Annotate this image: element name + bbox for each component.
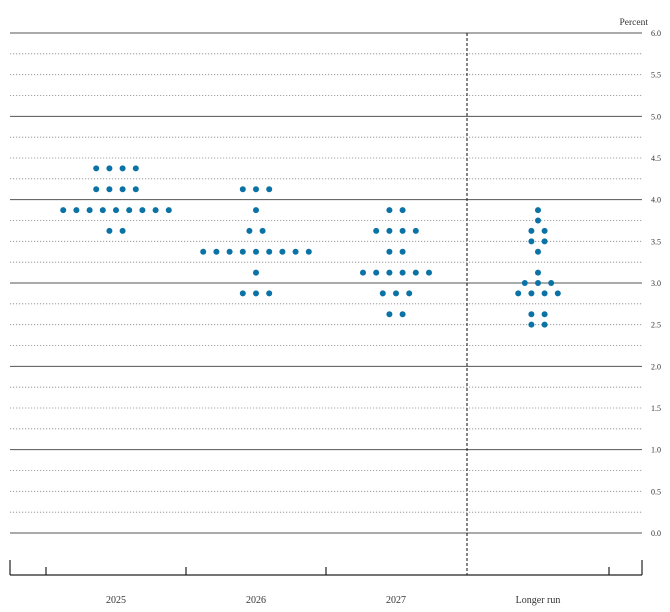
y-tick-label: 4.0 (651, 196, 661, 205)
y-tick-label: 1.0 (651, 446, 661, 455)
projection-dot (535, 248, 541, 255)
projection-dot (426, 269, 432, 276)
dots-layer (60, 165, 561, 328)
projection-dot (386, 269, 393, 276)
projection-dot (528, 321, 535, 328)
projection-dot (515, 290, 522, 297)
projection-dot (373, 269, 380, 276)
projection-dot (379, 290, 386, 297)
y-tick-label: 5.0 (651, 112, 661, 121)
projection-dot (292, 248, 299, 255)
projection-dot (528, 311, 535, 318)
projection-dot (373, 227, 380, 234)
projection-dot (93, 186, 100, 193)
projection-dot (113, 207, 119, 214)
projection-dot (253, 207, 259, 214)
projection-dot (106, 227, 113, 234)
projection-dot (535, 280, 541, 286)
projection-dot (554, 290, 561, 297)
projection-dot (386, 248, 393, 255)
y-tick-label: 3.0 (651, 279, 661, 288)
projection-dot (73, 207, 80, 214)
projection-dot (406, 290, 413, 297)
y-tick-label: 1.5 (651, 404, 661, 413)
projection-dot (86, 207, 93, 214)
projection-dot (528, 227, 535, 234)
y-tick-label: 3.5 (651, 237, 661, 246)
projection-dot (528, 238, 535, 245)
x-category-label: 2027 (386, 595, 406, 606)
projection-dot (548, 280, 555, 286)
x-category-label: Longer run (516, 595, 561, 606)
projection-dot (541, 311, 548, 318)
projection-dot (266, 248, 273, 255)
projection-dot (93, 165, 100, 172)
x-category-label: 2026 (246, 595, 266, 606)
projection-dot (200, 248, 207, 255)
projection-dot (106, 165, 113, 172)
projection-dot (152, 207, 159, 214)
projection-dot (399, 248, 406, 255)
projection-dot (99, 207, 106, 214)
projection-dot (266, 186, 273, 193)
projection-dot (412, 227, 419, 234)
y-tick-label: 2.5 (651, 321, 661, 330)
projection-dot (305, 248, 312, 255)
projection-dot (239, 186, 246, 193)
projection-dot (239, 248, 246, 255)
projection-dot (119, 186, 126, 193)
projection-dot (106, 186, 113, 193)
projection-dot (386, 227, 393, 234)
projection-dot (246, 227, 253, 234)
projection-dot (253, 248, 259, 255)
projection-dot (139, 207, 146, 214)
projection-dot (535, 207, 541, 214)
y-tick-label: 6.0 (651, 29, 661, 38)
unit-label: Percent (620, 18, 649, 28)
projection-dot (213, 248, 220, 255)
x-category-label: 2025 (106, 595, 126, 606)
projection-dot (399, 311, 406, 318)
projection-dot (399, 269, 406, 276)
projection-dot (119, 165, 126, 172)
y-tick-label: 0.0 (651, 529, 661, 538)
projection-dot (541, 290, 548, 297)
projection-dot (386, 207, 393, 214)
projection-dot (226, 248, 233, 255)
projection-dot (399, 227, 406, 234)
axis-layer: 0.0 0.5 1.0 1.5 2.0 2.5 3.0 3.5 4.0 4.5 5.0 5.5 6.0 2… (9, 29, 661, 606)
projection-dot (60, 207, 67, 214)
projection-dot (253, 290, 259, 297)
projection-dot (541, 227, 548, 234)
projection-dot (239, 290, 246, 297)
projection-dot (266, 290, 273, 297)
projection-dot (253, 269, 259, 276)
grid-layer (10, 32, 642, 534)
y-tick-label: 4.5 (651, 154, 661, 163)
projection-dot (412, 269, 419, 276)
projection-dot (528, 290, 535, 297)
projection-dot (393, 290, 399, 297)
projection-dot (126, 207, 133, 214)
y-tick-label: 5.5 (651, 71, 661, 80)
projection-dot (165, 207, 172, 214)
projection-dot (259, 227, 266, 234)
projection-dot (535, 217, 541, 224)
projection-dot (386, 311, 393, 318)
projection-dot (132, 165, 139, 172)
y-tick-label: 0.5 (651, 487, 661, 496)
projection-dot (399, 207, 406, 214)
projection-dot (535, 269, 541, 276)
projection-dot (360, 269, 366, 276)
projection-dot (132, 186, 139, 193)
y-tick-label: 2.0 (651, 362, 661, 371)
projection-dot (521, 280, 528, 286)
projection-dot (541, 321, 548, 328)
projection-dot (119, 227, 126, 234)
projection-dot (253, 186, 259, 193)
projection-dot (279, 248, 286, 255)
projection-dot (541, 238, 548, 245)
